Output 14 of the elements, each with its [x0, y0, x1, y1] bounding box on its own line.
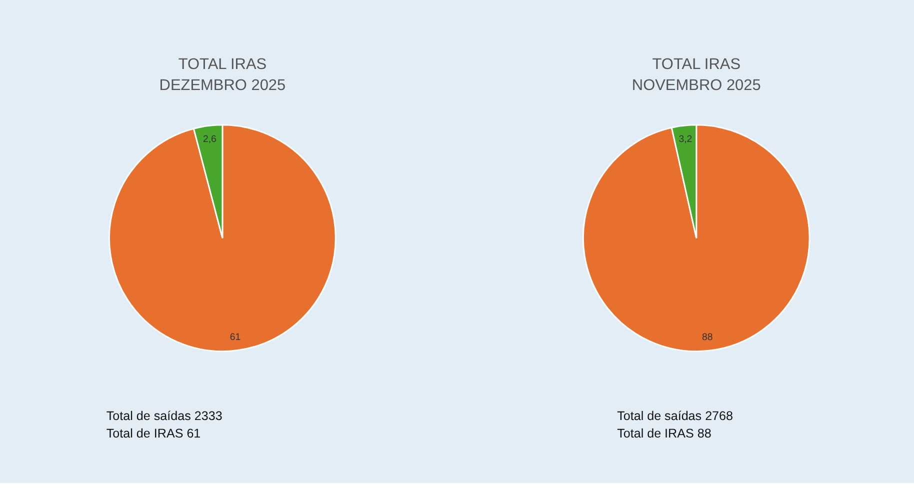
- data-label: 2,6: [202, 134, 216, 146]
- text: Total de IRAS 88: [617, 426, 712, 440]
- text: Total de IRAS 61: [106, 426, 201, 440]
- chart-subtitle: DEZEMBRO 2025: [159, 77, 286, 94]
- data-label: 88: [702, 332, 713, 344]
- pie-slice: [108, 124, 336, 352]
- pie-slice: [582, 124, 810, 352]
- data-label: 3,2: [678, 134, 692, 145]
- chart-title: TOTAL IRAS: [652, 56, 741, 73]
- chart-subtitle: NOVEMBRO 2025: [632, 77, 761, 94]
- data-label: 61: [230, 332, 241, 343]
- text: Total de saídas 2768: [617, 408, 734, 423]
- chart-title: TOTAL IRAS: [178, 56, 267, 73]
- text: Total de saídas 2333: [106, 408, 222, 423]
